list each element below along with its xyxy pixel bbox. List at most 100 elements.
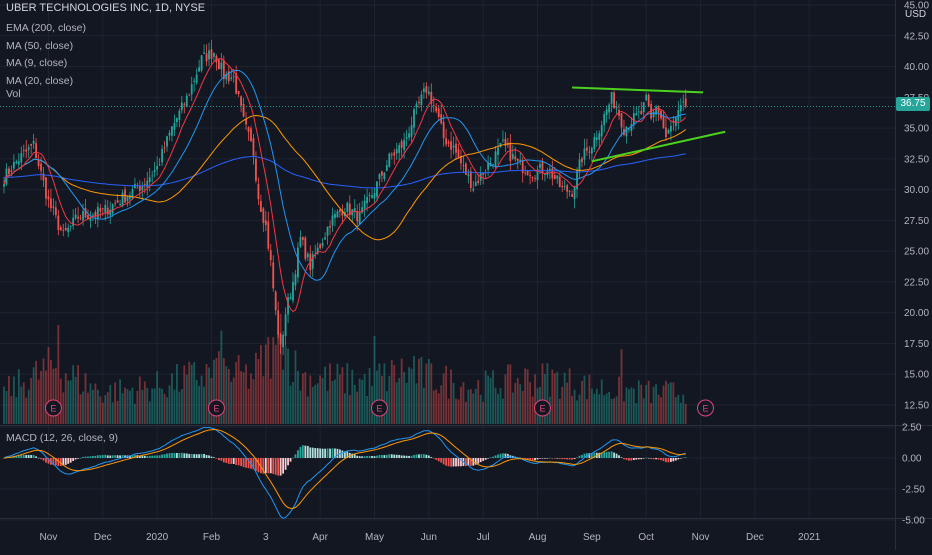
price-tick-label-6: 30.00 xyxy=(904,185,929,196)
volume-bar xyxy=(348,395,351,424)
volume-bar xyxy=(652,386,655,424)
volume-bar xyxy=(69,380,72,424)
volume-bar xyxy=(205,363,208,424)
macd-histogram-bar xyxy=(455,458,457,467)
candle-body xyxy=(595,137,598,140)
candle-body xyxy=(119,204,121,206)
candle-body xyxy=(593,137,596,149)
candle-body xyxy=(180,102,183,111)
volume-bar xyxy=(82,391,84,424)
candle-body xyxy=(257,183,260,200)
candle-body xyxy=(225,73,228,80)
volume-bar xyxy=(252,379,255,424)
macd-histogram-bar xyxy=(30,455,33,458)
candle-body xyxy=(442,121,445,139)
macd-histogram-bar xyxy=(188,453,191,458)
candle-body xyxy=(618,110,620,116)
macd-histogram-bar xyxy=(324,448,326,458)
candle-body xyxy=(583,148,586,160)
earnings-marker-3 xyxy=(533,399,551,417)
volume-bar xyxy=(148,401,151,424)
candle-body xyxy=(173,122,176,130)
macd-histogram-bar xyxy=(62,458,65,466)
candle-body xyxy=(203,52,205,54)
candle-body xyxy=(220,62,223,70)
candle-body xyxy=(297,247,299,278)
volume-bar xyxy=(131,387,134,424)
macd-histogram-bar xyxy=(393,454,396,458)
ma-9-line xyxy=(3,57,687,313)
volume-bar xyxy=(430,363,433,424)
candle-body xyxy=(54,207,57,215)
volume-bar xyxy=(225,366,228,424)
volume-bar xyxy=(12,376,15,424)
volume-bar xyxy=(217,351,220,424)
macd-histogram-bar xyxy=(282,458,285,474)
candle-body xyxy=(319,244,322,249)
candle-body xyxy=(156,165,159,170)
macd-histogram-bar xyxy=(583,453,586,458)
volume-bar xyxy=(314,384,317,424)
macd-histogram-bar xyxy=(106,455,109,458)
macd-histogram-bar xyxy=(346,451,349,458)
macd-histogram-bar xyxy=(166,453,168,458)
candle-body xyxy=(106,207,109,215)
last-price-tag: 36.75 xyxy=(896,97,930,111)
volume-bar xyxy=(119,379,121,424)
volume-bar xyxy=(297,371,299,424)
candle-body xyxy=(588,151,591,153)
candle-body xyxy=(410,125,413,137)
macd-histogram-bar xyxy=(267,458,270,474)
macd-histogram-bar xyxy=(257,458,260,473)
macd-histogram-bar xyxy=(74,458,77,460)
macd-histogram-bar xyxy=(657,458,660,460)
macd-histogram-bar xyxy=(363,456,366,458)
time-tick-label-4: 3 xyxy=(263,532,269,543)
candle-body xyxy=(398,144,401,153)
volume-bar xyxy=(398,378,401,424)
volume-bar xyxy=(482,401,485,424)
volume-bar xyxy=(608,391,611,424)
macd-histogram-bar xyxy=(287,458,289,466)
macd-histogram-bar xyxy=(467,458,470,466)
candle-body xyxy=(563,186,566,188)
volume-bar xyxy=(153,388,156,424)
volume-bar xyxy=(17,369,20,424)
volume-bar xyxy=(655,384,657,424)
macd-histogram-bar xyxy=(183,453,186,458)
candle-body xyxy=(171,126,173,136)
candle-body xyxy=(111,204,114,214)
macd-histogram-bar xyxy=(682,457,685,459)
candle-body xyxy=(99,208,102,212)
volume-bar xyxy=(306,396,309,424)
volume-bar xyxy=(447,398,450,424)
candle-body xyxy=(544,173,546,175)
candle-body xyxy=(138,185,141,191)
candle-body xyxy=(539,163,541,168)
candle-body xyxy=(462,164,465,166)
volume-bar xyxy=(366,396,368,424)
candle-body xyxy=(306,253,309,258)
volume-bar xyxy=(405,382,408,424)
volume-bar xyxy=(462,382,465,424)
candle-body xyxy=(432,104,435,106)
last-price-value: 36.75 xyxy=(900,98,926,109)
volume-bar xyxy=(171,373,173,424)
volume-bar xyxy=(176,364,178,424)
volume-bar xyxy=(435,389,438,424)
volume-bar xyxy=(400,358,403,424)
volume-bar xyxy=(50,360,52,424)
candle-body xyxy=(269,250,272,261)
volume-bar xyxy=(324,366,326,424)
macd-histogram-bar xyxy=(684,457,687,458)
macd-histogram-bar xyxy=(42,458,45,461)
candle-body xyxy=(450,141,452,150)
macd-histogram-bar xyxy=(301,445,304,458)
candle-body xyxy=(368,195,371,196)
macd-histogram-bar xyxy=(353,454,356,458)
volume-bar xyxy=(561,386,564,424)
volume-bar xyxy=(647,380,650,424)
macd-histogram-bar xyxy=(94,455,97,458)
